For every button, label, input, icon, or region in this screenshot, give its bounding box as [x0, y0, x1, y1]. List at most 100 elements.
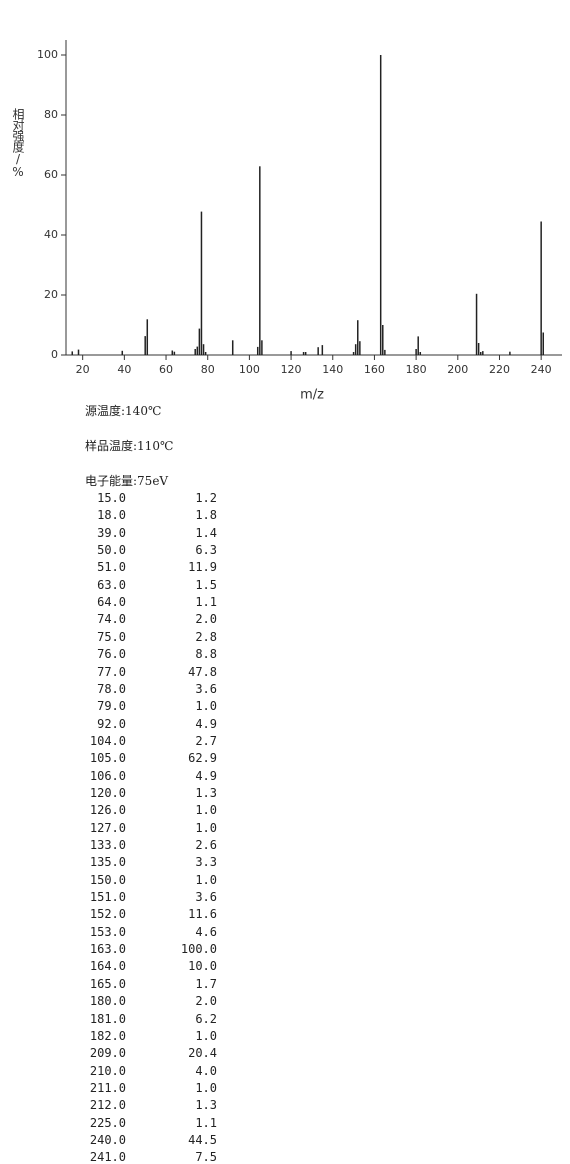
peak: [317, 347, 319, 355]
peak: [261, 340, 263, 355]
x-tick-label: 240: [531, 363, 552, 376]
peak: [352, 352, 355, 355]
intensity-cell: 2.8: [195, 629, 217, 644]
peak: [384, 349, 386, 355]
intensity-cell: 8.8: [195, 647, 217, 662]
peak: [231, 340, 234, 355]
intensity-cell: 4.0: [195, 1063, 217, 1078]
x-tick-label: 100: [239, 363, 260, 376]
mz-cell: 79.0: [97, 699, 126, 714]
peak: [354, 344, 357, 355]
y-tick-label: 20: [44, 288, 58, 301]
peak: [475, 293, 478, 355]
x-tick-label: 180: [406, 363, 427, 376]
intensity-cell: 2.7: [195, 733, 217, 748]
intensity-cell: 1.0: [195, 820, 217, 835]
intensity-cell: 4.6: [195, 924, 217, 939]
intensity-cell: 1.1: [195, 1115, 217, 1130]
peak: [121, 350, 124, 355]
peak: [477, 343, 480, 355]
y-tick-label: 0: [51, 348, 58, 361]
intensity-cell: 4.9: [195, 768, 217, 783]
peak: [382, 325, 384, 355]
chart: m/z 0 20 40 60 80 100 20 40 60 80 100 120 140 160 180 2…: [37, 40, 562, 401]
peak: [415, 349, 417, 355]
intensity-cell: 1.1: [195, 595, 217, 610]
mz-cell: 151.0: [89, 890, 126, 905]
x-tick-label: 40: [117, 363, 131, 376]
peak: [259, 166, 261, 355]
peak: [417, 336, 419, 355]
mz-cell: 39.0: [97, 525, 126, 540]
mz-cell: 74.0: [97, 612, 126, 627]
x-tick-label: 140: [322, 363, 343, 376]
intensity-cell: 100.0: [180, 942, 217, 957]
mz-cell: 92.0: [97, 716, 126, 731]
peak: [542, 332, 544, 355]
intensity-cell: 1.2: [195, 491, 217, 505]
x-axis-label: m/z: [300, 388, 324, 401]
x-tick-label: 160: [364, 363, 385, 376]
peak: [171, 350, 174, 355]
intensity-cell: 3.6: [195, 890, 217, 905]
mz-cell: 240.0: [89, 1132, 126, 1147]
y-tick-label: 80: [44, 108, 58, 121]
condition: 源温度:140℃: [85, 404, 162, 418]
intensity-cell: 1.8: [195, 508, 217, 523]
condition: 样品温度:110℃: [85, 439, 174, 453]
mz-cell: 211.0: [89, 1080, 126, 1095]
peak: [290, 351, 292, 355]
intensity-cell: 3.6: [195, 681, 217, 696]
mz-cell: 51.0: [97, 560, 126, 575]
mz-cell: 180.0: [89, 994, 126, 1009]
intensity-cell: 11.9: [188, 560, 217, 575]
mz-cell: 181.0: [89, 1011, 126, 1026]
intensity-cell: 1.3: [195, 785, 217, 800]
peak: [540, 221, 542, 355]
mz-cell: 126.0: [89, 803, 126, 818]
mz-cell: 127.0: [89, 820, 126, 835]
mz-cell: 225.0: [89, 1115, 126, 1130]
peak: [194, 349, 196, 355]
x-tick-label: 220: [489, 363, 510, 376]
peak: [196, 346, 199, 355]
mz-cell: 163.0: [89, 942, 126, 957]
peak: [304, 352, 307, 355]
intensity-cell: 1.0: [195, 699, 217, 714]
peak: [359, 341, 361, 355]
peak: [198, 328, 201, 355]
intensity-cell: 3.3: [195, 855, 217, 870]
y-tick-label: 100: [37, 48, 58, 61]
intensity-cell: 44.5: [188, 1132, 217, 1147]
peak: [71, 351, 74, 355]
intensity-cell: 1.0: [195, 872, 217, 887]
peak: [256, 346, 259, 355]
intensity-cell: 4.9: [195, 716, 217, 731]
mz-cell: 104.0: [89, 733, 126, 748]
mz-cell: 212.0: [89, 1098, 126, 1113]
mz-cell: 50.0: [97, 543, 126, 558]
x-tick-label: 60: [159, 363, 173, 376]
x-tick-label: 120: [281, 363, 302, 376]
peak: [204, 352, 207, 355]
condition: 电子能量:75eV: [85, 474, 169, 488]
peak: [200, 211, 203, 355]
mz-cell: 210.0: [89, 1063, 126, 1078]
mz-cell: 150.0: [89, 872, 126, 887]
mz-cell: 133.0: [89, 838, 126, 852]
peak: [144, 336, 146, 355]
mz-cell: 106.0: [89, 768, 126, 783]
mz-cell: 164.0: [89, 959, 126, 974]
peak: [77, 349, 80, 355]
peak: [146, 319, 149, 355]
peak: [302, 352, 305, 355]
intensity-cell: 1.0: [195, 1028, 217, 1043]
peak: [357, 320, 359, 355]
mz-cell: 153.0: [89, 924, 126, 939]
intensity-cell: 1.3: [195, 1098, 217, 1113]
intensity-cell: 1.0: [195, 803, 217, 818]
mz-cell: 165.0: [89, 976, 126, 991]
peak: [202, 344, 205, 355]
intensity-cell: 20.4: [188, 1046, 217, 1061]
